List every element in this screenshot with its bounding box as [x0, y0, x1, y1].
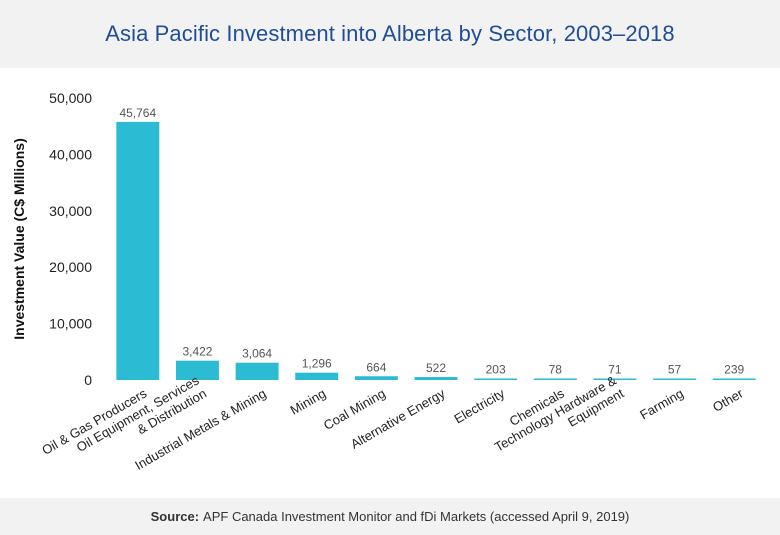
x-tick-label: Mining [288, 386, 329, 418]
x-tick-label-line: Mining [288, 386, 329, 418]
data-label: 57 [668, 363, 682, 377]
data-label: 522 [426, 361, 446, 375]
y-tick-label: 10,000 [49, 316, 92, 332]
y-tick-label: 0 [84, 372, 92, 388]
y-axis-label-group: Investment Value (C$ Millions) [11, 138, 27, 340]
bar [653, 378, 697, 380]
value-labels-group: 45,764 3,422 3,064 1,296 664 522 203 78 71 57 239 [119, 106, 744, 377]
data-label: 78 [549, 363, 563, 377]
bar [175, 360, 219, 380]
x-tick-label-line: Farming [637, 386, 686, 423]
bar [533, 378, 577, 380]
y-tick-label: 40,000 [49, 146, 92, 162]
bar [116, 121, 160, 380]
chart-title: Asia Pacific Investment into Alberta by … [105, 21, 675, 46]
bar [354, 376, 398, 380]
y-tick-label: 30,000 [49, 203, 92, 219]
x-tick-label-line: Electricity [451, 385, 507, 426]
title-band: Asia Pacific Investment into Alberta by … [0, 0, 780, 68]
y-tick-label: 20,000 [49, 259, 92, 275]
data-label: 3,064 [242, 347, 272, 361]
data-label: 1,296 [302, 357, 332, 371]
data-label: 3,422 [182, 345, 212, 359]
y-axis-ticks: 0 10,000 20,000 30,000 40,000 50,000 [49, 90, 92, 388]
data-label: 664 [366, 360, 386, 374]
x-tick-label: Farming [637, 386, 686, 423]
data-label: 71 [608, 363, 622, 377]
bar-chart: Investment Value (C$ Millions) 0 10,000 20… [11, 90, 756, 473]
bar [593, 378, 637, 380]
source-text: APF Canada Investment Monitor and fDi Ma… [203, 509, 630, 524]
bar [235, 362, 279, 380]
y-tick-label: 50,000 [49, 90, 92, 106]
bars-group [116, 121, 756, 380]
bar [474, 378, 518, 380]
bar [295, 372, 339, 380]
bar [712, 378, 756, 380]
data-label: 45,764 [119, 106, 156, 120]
y-axis-label: Investment Value (C$ Millions) [11, 138, 27, 340]
x-tick-label: Other [710, 385, 746, 415]
source-label: Source: [150, 509, 200, 524]
data-label: 239 [724, 363, 744, 377]
chart-area: Investment Value (C$ Millions) 0 10,000 20… [0, 68, 780, 498]
x-tick-label: Electricity [451, 385, 507, 426]
data-label: 203 [486, 363, 506, 377]
source-band: Source: APF Canada Investment Monitor an… [0, 498, 780, 535]
x-tick-label-line: Other [710, 385, 746, 415]
bar [414, 377, 458, 380]
